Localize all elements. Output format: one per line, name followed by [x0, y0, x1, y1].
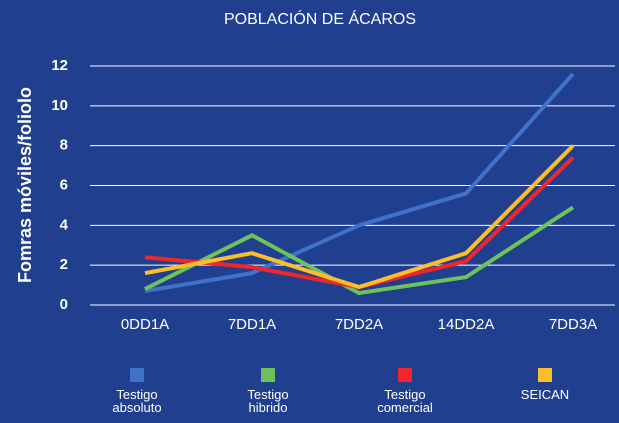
legend-item: Testigo hibrido — [223, 368, 313, 414]
legend-label: SEICAN — [520, 387, 570, 402]
series-line — [144, 72, 575, 294]
series-line — [144, 144, 575, 290]
legend-swatch — [130, 368, 144, 382]
legend-label: Testigo absoluto — [112, 387, 162, 415]
y-tick-label: 12 — [51, 57, 68, 74]
y-tick-label: 4 — [60, 216, 69, 233]
y-tick-label: 6 — [60, 176, 68, 193]
y-tick-label: 2 — [60, 256, 68, 273]
legend-item: Testigo absoluto — [92, 368, 182, 414]
series-line — [144, 205, 575, 296]
legend-swatch — [398, 368, 412, 382]
legend-swatch — [261, 368, 275, 382]
x-tick-label: 14DD2A — [438, 316, 495, 333]
x-tick-label: 0DD1A — [121, 316, 169, 333]
y-tick-label: 8 — [60, 137, 68, 154]
y-tick-label: 0 — [60, 296, 68, 313]
x-tick-label: 7DD1A — [228, 316, 276, 333]
legend-label: Testigo hibrido — [247, 387, 289, 415]
legend-item: Testigo comercial — [360, 368, 450, 414]
chart-title: POBLACIÓN DE ÁCAROS — [224, 9, 416, 28]
y-tick-label: 10 — [51, 97, 68, 114]
x-tick-label: 7DD3A — [549, 316, 597, 333]
y-axis-label: Fomras móviles/foliolo — [15, 87, 35, 283]
legend-swatch — [538, 368, 552, 382]
legend-label: Testigo comercial — [377, 387, 433, 415]
legend-item: SEICAN — [500, 368, 590, 401]
x-tick-label: 7DD2A — [335, 316, 383, 333]
series-line — [144, 156, 575, 290]
